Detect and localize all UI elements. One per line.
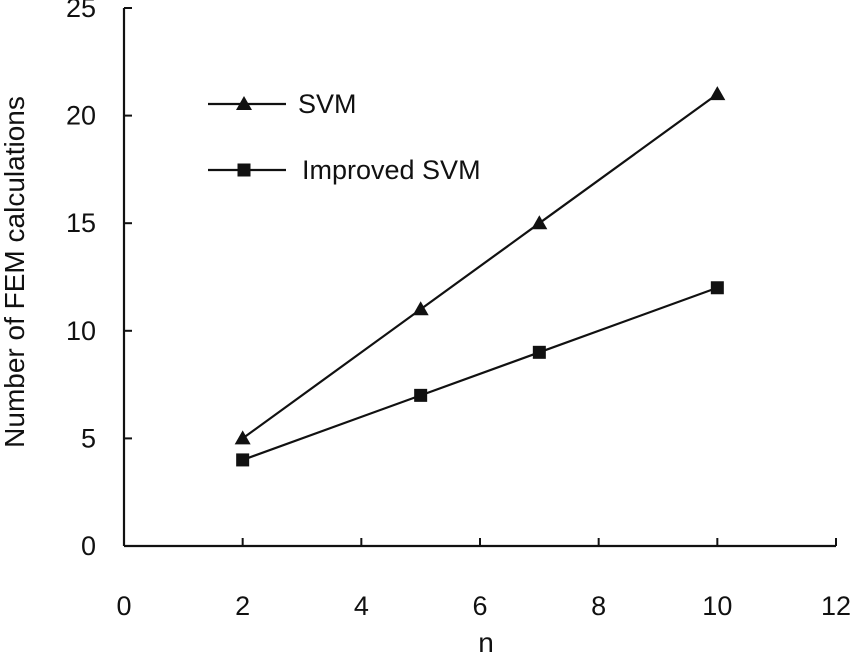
x-axis-title: n — [478, 627, 494, 658]
y-tick-label: 15 — [66, 208, 96, 238]
x-tick-label: 12 — [821, 591, 851, 621]
data-point-svm — [412, 301, 429, 316]
series — [234, 86, 726, 467]
series-svm — [234, 86, 726, 445]
y-axis-title: Number of FEM calculations — [0, 96, 30, 448]
series-improved-svm — [236, 281, 724, 467]
y-tick-label: 5 — [81, 423, 96, 453]
data-point-svm — [234, 430, 251, 445]
x-tick-label: 10 — [702, 591, 732, 621]
series-line-improved-svm — [242, 286, 718, 461]
x-tick-label: 8 — [591, 591, 606, 621]
y-tick-label: 10 — [66, 316, 96, 346]
y-tick-label: 0 — [81, 531, 96, 561]
data-point-svm — [709, 86, 726, 101]
x-tick-label: 0 — [116, 591, 131, 621]
data-point-svm — [531, 215, 548, 230]
legend-label-improved-svm: Improved SVM — [302, 155, 481, 185]
legend-marker-improved-svm — [237, 163, 251, 177]
x-tick-label: 4 — [354, 591, 369, 621]
data-point-improved-svm — [532, 345, 546, 359]
legend: SVM Improved SVM — [208, 89, 481, 185]
axes — [122, 8, 836, 548]
x-tick-label: 6 — [472, 591, 487, 621]
ticks: 0 2 4 6 8 10 12 0 5 10 15 20 25 — [66, 0, 851, 621]
y-tick-label: 25 — [66, 0, 96, 23]
legend-label-svm: SVM — [298, 89, 357, 119]
legend-marker-svm — [236, 96, 252, 110]
x-tick-label: 2 — [235, 591, 250, 621]
data-point-improved-svm — [710, 281, 724, 295]
y-tick-label: 20 — [66, 101, 96, 131]
data-point-improved-svm — [236, 453, 250, 467]
data-point-improved-svm — [414, 388, 428, 402]
series-line-svm — [242, 93, 718, 440]
